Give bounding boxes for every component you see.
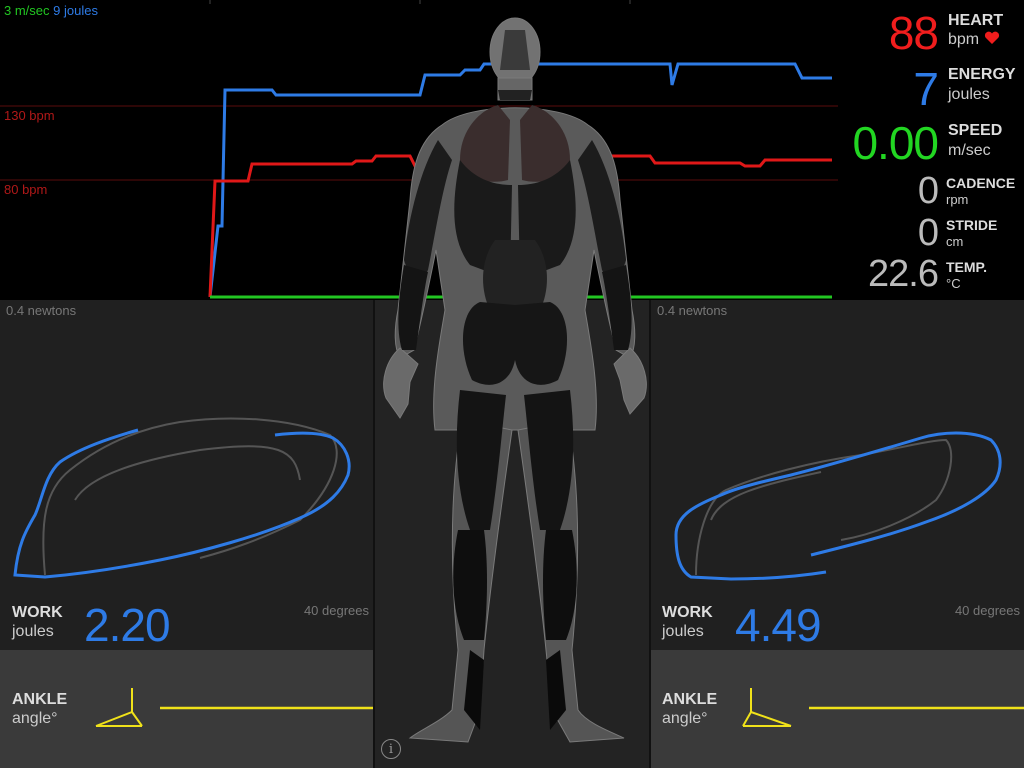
left-achilles [464,650,484,730]
left-work-loop [13,417,351,579]
right-gluteus [515,302,568,385]
left-work-unit: joules [12,623,54,640]
left-ankle-panel: ANKLE angle° [0,650,373,768]
speed-label: SPEED [948,122,1003,139]
right-angle-label: 40 degrees [954,603,1020,618]
right-ankle-gauge [742,688,1024,727]
panel-divider [649,300,651,768]
temp-unit: °C [946,276,961,291]
right-work-loop [674,431,1002,581]
stats-panel: 88 HEART bpm 7 ENERGY joules 0.00 SPEED … [838,0,1024,300]
speed-unit: m/sec [948,142,991,159]
right-ankle-panel: ANKLE angle° [651,650,1024,768]
stat-heart: 88 HEART bpm [838,6,1024,59]
temp-label: TEMP. [946,259,987,275]
right-arm-muscle [578,140,626,279]
energy-line [208,62,832,298]
left-angle-label: 40 degrees [303,603,369,618]
stat-stride: 0 STRIDE cm [838,212,1024,254]
gridline-label-80: 80 bpm [4,182,48,197]
left-ankle-gauge [95,688,373,727]
energy-label: ENERGY [948,66,1016,83]
speed-value: 0.00 [852,117,939,169]
left-trapezius [460,105,510,182]
left-ankle-label: ANKLE [12,691,68,708]
left-loop-reference [42,417,338,576]
energy-value: 7 [913,63,939,115]
left-work-label: WORK [12,604,63,621]
right-loop-live [674,431,1002,581]
stat-temp: 22.6 TEMP. °C [838,253,1024,295]
left-force-label: 0.4 newtons [6,303,77,318]
left-forearm [398,265,428,350]
heart-value: 88 [888,7,939,59]
left-loop-live [13,428,351,579]
cadence-label: CADENCE [946,175,1016,191]
energy-unit: joules [948,86,990,103]
stat-energy: 7 ENERGY joules [838,62,1024,115]
stride-value: 0 [917,212,939,254]
muscle-groups [398,30,632,730]
info-button[interactable]: i [381,739,401,759]
right-ankle-label: ANKLE [662,691,718,708]
left-ankle-unit: angle° [12,710,58,727]
temp-value: 22.6 [868,253,939,295]
left-ankle-icon [95,688,143,727]
right-work-panel: 0.4 newtons 40 degrees WORK joules 4.49 [651,300,1024,651]
heart-icon [984,31,999,44]
neck-muscle [498,90,532,100]
right-loop-reference [695,438,953,576]
cadence-unit: rpm [946,192,969,207]
gridline-label-130: 130 bpm [4,108,55,123]
right-work-unit: joules [662,623,704,640]
right-hamstring [524,390,574,530]
cadence-value: 0 [917,170,939,212]
head-shade [500,30,530,70]
panel-divider [373,300,375,768]
right-ankle-icon [742,688,792,727]
body-silhouette [383,17,647,743]
left-work-value: 2.20 [84,599,171,651]
left-hamstring [456,390,506,530]
left-work-panel: 0.4 newtons 40 degrees WORK joules 2.20 [0,300,373,651]
right-force-label: 0.4 newtons [657,303,728,318]
right-loop-reference-inner [710,471,822,521]
legend-speed: 3 m/sec [4,3,50,18]
left-gluteus [462,302,515,385]
right-trapezius [520,105,570,182]
right-ankle-unit: angle° [662,710,708,727]
chart-legend: 3 m/sec 9 joules [4,3,98,18]
legend-energy: 9 joules [53,3,98,18]
heart-label: HEART [948,12,1004,29]
stat-speed: 0.00 SPEED m/sec [838,116,1024,169]
right-forearm [602,265,632,350]
lower-back [483,240,547,310]
stride-unit: cm [946,234,964,249]
right-achilles [546,650,566,730]
body-muscle-figure [383,17,647,743]
left-loop-reference-inner [74,445,301,501]
left-calf [453,530,487,640]
heart-unit: bpm [948,31,1000,49]
left-arm-muscle [404,140,452,279]
right-work-value: 4.49 [735,599,822,651]
stat-cadence: 0 CADENCE rpm [838,170,1024,212]
right-work-label: WORK [662,604,713,621]
right-calf [543,530,577,640]
stride-label: STRIDE [946,217,998,233]
